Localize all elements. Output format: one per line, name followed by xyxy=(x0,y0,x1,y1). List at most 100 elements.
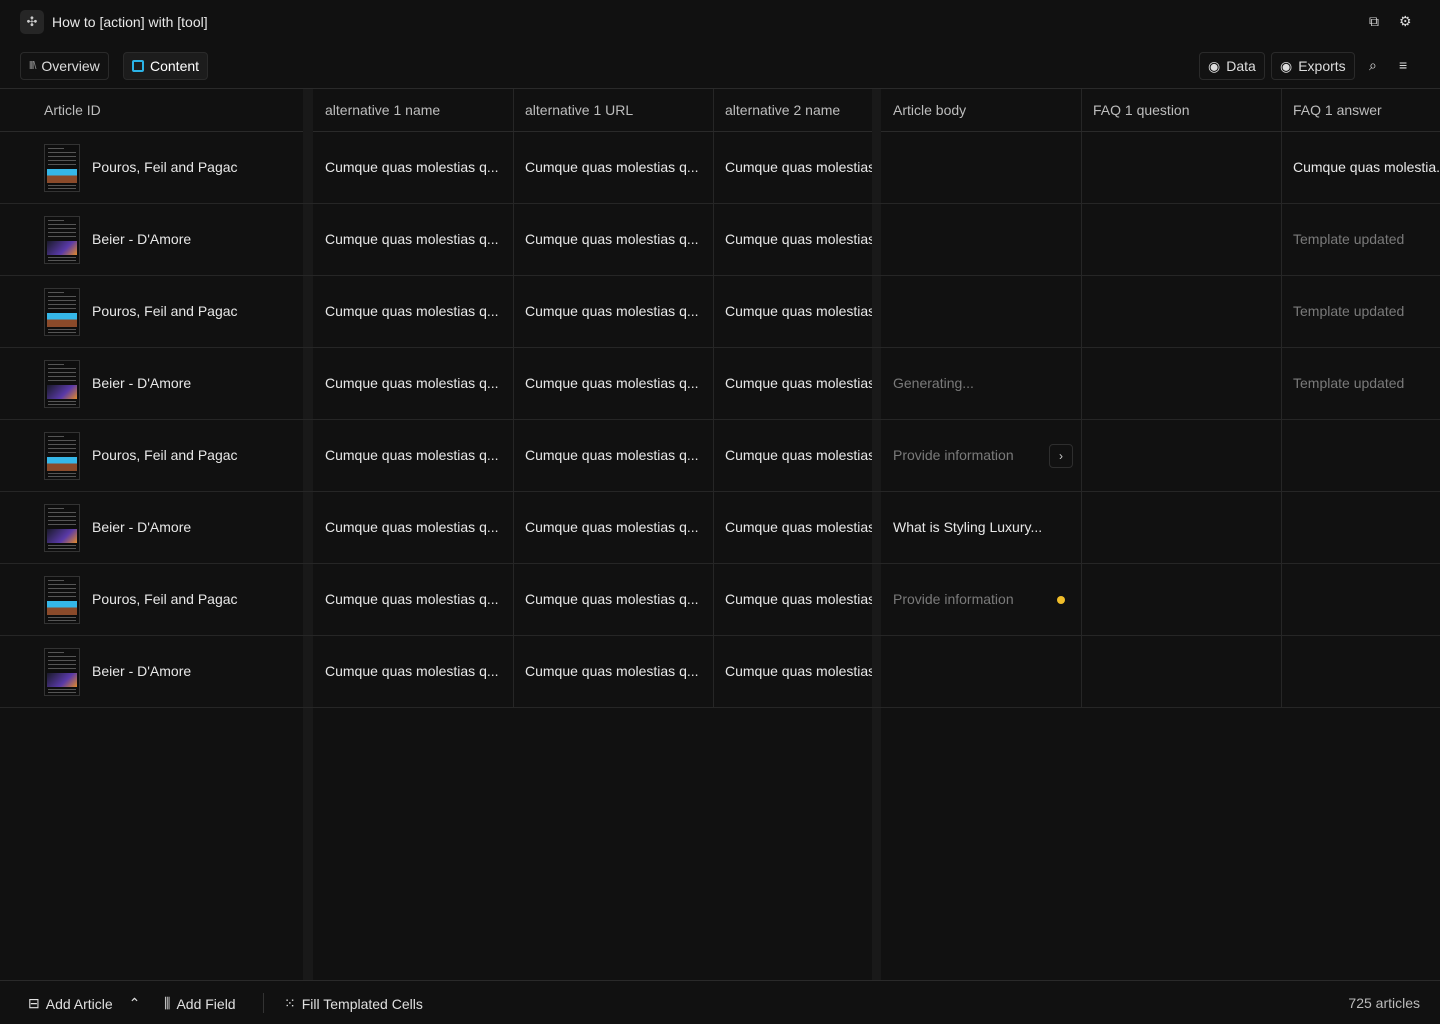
cell-body[interactable] xyxy=(881,132,1081,203)
cell-c2[interactable]: Cumque quas molestias q... xyxy=(513,204,713,275)
cell-faq_a[interactable] xyxy=(1281,636,1440,707)
column-header[interactable]: alternative 1 name xyxy=(313,89,513,132)
cell-c2[interactable]: Cumque quas molestias q... xyxy=(513,132,713,203)
table-row[interactable]: Pouros, Feil and Pagac Cumque quas molest… xyxy=(0,564,1440,636)
cell-text: Template updated xyxy=(1293,303,1405,319)
gear-icon[interactable]: ⚙ xyxy=(1399,13,1412,29)
cell-id[interactable]: Pouros, Feil and Pagac xyxy=(0,132,303,203)
cell-id[interactable]: Pouros, Feil and Pagac xyxy=(0,420,303,491)
cell-id[interactable]: Pouros, Feil and Pagac xyxy=(0,276,303,347)
tab-overview[interactable]: lll\ Overview xyxy=(20,52,109,80)
exports-button[interactable]: ◉ Exports xyxy=(1271,52,1355,80)
column-header[interactable]: FAQ 1 question xyxy=(1081,89,1281,132)
table-row[interactable]: Pouros, Feil and Pagac Cumque quas molest… xyxy=(0,420,1440,492)
cell-id[interactable]: Beier - D'Amore xyxy=(0,204,303,275)
table-row[interactable]: Pouros, Feil and Pagac Cumque quas molest… xyxy=(0,276,1440,348)
cell-text: Cumque quas molestias q... xyxy=(325,231,499,247)
cell-id[interactable]: Pouros, Feil and Pagac xyxy=(0,564,303,635)
add-field-button[interactable]: ⫼ Add Field xyxy=(164,995,236,1012)
add-article-button[interactable]: ⊟ Add Article ⌃ xyxy=(28,995,140,1012)
cell-c2[interactable]: Cumque quas molestias q... xyxy=(513,420,713,491)
cell-c3[interactable]: Cumque quas molestias xyxy=(713,564,872,635)
cell-body[interactable]: Generating... xyxy=(881,348,1081,419)
cell-c3[interactable]: Cumque quas molestias xyxy=(713,636,872,707)
table-row[interactable]: Beier - D'Amore Cumque quas molestias q..… xyxy=(0,492,1440,564)
cell-text: Pouros, Feil and Pagac xyxy=(92,159,238,175)
cell-c1[interactable]: Cumque quas molestias q... xyxy=(313,564,513,635)
cell-faq_a[interactable] xyxy=(1281,492,1440,563)
cell-faq_a[interactable]: Template updated xyxy=(1281,276,1440,347)
content-icon xyxy=(132,60,144,72)
cell-faq_q[interactable] xyxy=(1081,204,1281,275)
cell-faq_q[interactable] xyxy=(1081,636,1281,707)
cell-body[interactable]: Provide information › xyxy=(881,420,1081,491)
cell-c1[interactable]: Cumque quas molestias q... xyxy=(313,348,513,419)
column-header[interactable]: alternative 1 URL xyxy=(513,89,713,132)
column-header[interactable]: Article ID xyxy=(0,89,303,132)
cell-c2[interactable]: Cumque quas molestias q... xyxy=(513,276,713,347)
data-button[interactable]: ◉ Data xyxy=(1199,52,1265,80)
cell-c3[interactable]: Cumque quas molestias xyxy=(713,492,872,563)
cell-faq_a[interactable]: Template updated xyxy=(1281,204,1440,275)
page-title: How to [action] with [tool] xyxy=(52,14,208,30)
column-header[interactable]: FAQ 1 answer xyxy=(1281,89,1440,132)
tab-content[interactable]: Content xyxy=(123,52,209,80)
cell-faq_q[interactable] xyxy=(1081,132,1281,203)
cell-c1[interactable]: Cumque quas molestias q... xyxy=(313,204,513,275)
cell-body[interactable] xyxy=(881,276,1081,347)
cell-id[interactable]: Beier - D'Amore xyxy=(0,492,303,563)
puzzle-icon[interactable]: ✣ xyxy=(20,10,44,34)
fill-label: Fill Templated Cells xyxy=(301,995,423,1012)
tab-label: Content xyxy=(150,58,200,74)
cell-text: Template updated xyxy=(1293,375,1405,391)
filter-icon[interactable]: ≡ xyxy=(1399,57,1408,73)
table-row[interactable]: Pouros, Feil and Pagac Cumque quas molest… xyxy=(0,132,1440,204)
chevron-up-icon[interactable]: ⌃ xyxy=(128,995,141,1011)
table-row[interactable]: Beier - D'Amore Cumque quas molestias q..… xyxy=(0,204,1440,276)
cell-body[interactable]: Provide information xyxy=(881,564,1081,635)
cell-faq_q[interactable] xyxy=(1081,276,1281,347)
search-icon[interactable]: ⌕ xyxy=(1369,57,1377,73)
fill-templated-cells-button[interactable]: ⁙ Fill Templated Cells xyxy=(284,995,423,1012)
cell-body[interactable]: What is Styling Luxury... xyxy=(881,492,1081,563)
cell-text: Cumque quas molestias xyxy=(725,375,872,391)
table-row[interactable]: Beier - D'Amore Cumque quas molestias q..… xyxy=(0,348,1440,420)
cell-id[interactable]: Beier - D'Amore xyxy=(0,636,303,707)
add-column-icon: ⫼ xyxy=(164,995,171,1011)
cell-c3[interactable]: Cumque quas molestias xyxy=(713,132,872,203)
cell-c2[interactable]: Cumque quas molestias q... xyxy=(513,636,713,707)
column-header[interactable]: alternative 2 name xyxy=(713,89,872,132)
cell-c3[interactable]: Cumque quas molestias xyxy=(713,276,872,347)
cell-c2[interactable]: Cumque quas molestias q... xyxy=(513,348,713,419)
cell-id[interactable]: Beier - D'Amore xyxy=(0,348,303,419)
cell-c3[interactable]: Cumque quas molestias xyxy=(713,420,872,491)
cell-faq_q[interactable] xyxy=(1081,420,1281,491)
cell-text: Cumque quas molestias xyxy=(725,159,872,175)
cell-c3[interactable]: Cumque quas molestias xyxy=(713,204,872,275)
content-table: Article ID alternative 1 name alternative … xyxy=(0,88,1440,980)
cell-c1[interactable]: Cumque quas molestias q... xyxy=(313,636,513,707)
chevron-right-icon[interactable]: › xyxy=(1049,444,1073,468)
cell-faq_q[interactable] xyxy=(1081,564,1281,635)
cell-faq_q[interactable] xyxy=(1081,348,1281,419)
cell-body[interactable] xyxy=(881,204,1081,275)
cell-c2[interactable]: Cumque quas molestias q... xyxy=(513,492,713,563)
column-resize-handle[interactable] xyxy=(303,89,313,980)
cell-text: Cumque quas molestias q... xyxy=(325,663,499,679)
column-header[interactable]: Article body xyxy=(881,89,1081,132)
cell-c1[interactable]: Cumque quas molestias q... xyxy=(313,276,513,347)
cell-body[interactable] xyxy=(881,636,1081,707)
cell-c2[interactable]: Cumque quas molestias q... xyxy=(513,564,713,635)
cell-faq_q[interactable] xyxy=(1081,492,1281,563)
cell-faq_a[interactable] xyxy=(1281,564,1440,635)
column-resize-handle[interactable] xyxy=(872,89,881,980)
cell-c1[interactable]: Cumque quas molestias q... xyxy=(313,420,513,491)
cell-faq_a[interactable] xyxy=(1281,420,1440,491)
document-copy-icon[interactable]: ⧉ xyxy=(1369,13,1379,29)
cell-c3[interactable]: Cumque quas molestias xyxy=(713,348,872,419)
table-row[interactable]: Beier - D'Amore Cumque quas molestias q..… xyxy=(0,636,1440,708)
cell-faq_a[interactable]: Template updated xyxy=(1281,348,1440,419)
cell-faq_a[interactable]: Cumque quas molestia... xyxy=(1281,132,1440,203)
cell-c1[interactable]: Cumque quas molestias q... xyxy=(313,132,513,203)
cell-c1[interactable]: Cumque quas molestias q... xyxy=(313,492,513,563)
